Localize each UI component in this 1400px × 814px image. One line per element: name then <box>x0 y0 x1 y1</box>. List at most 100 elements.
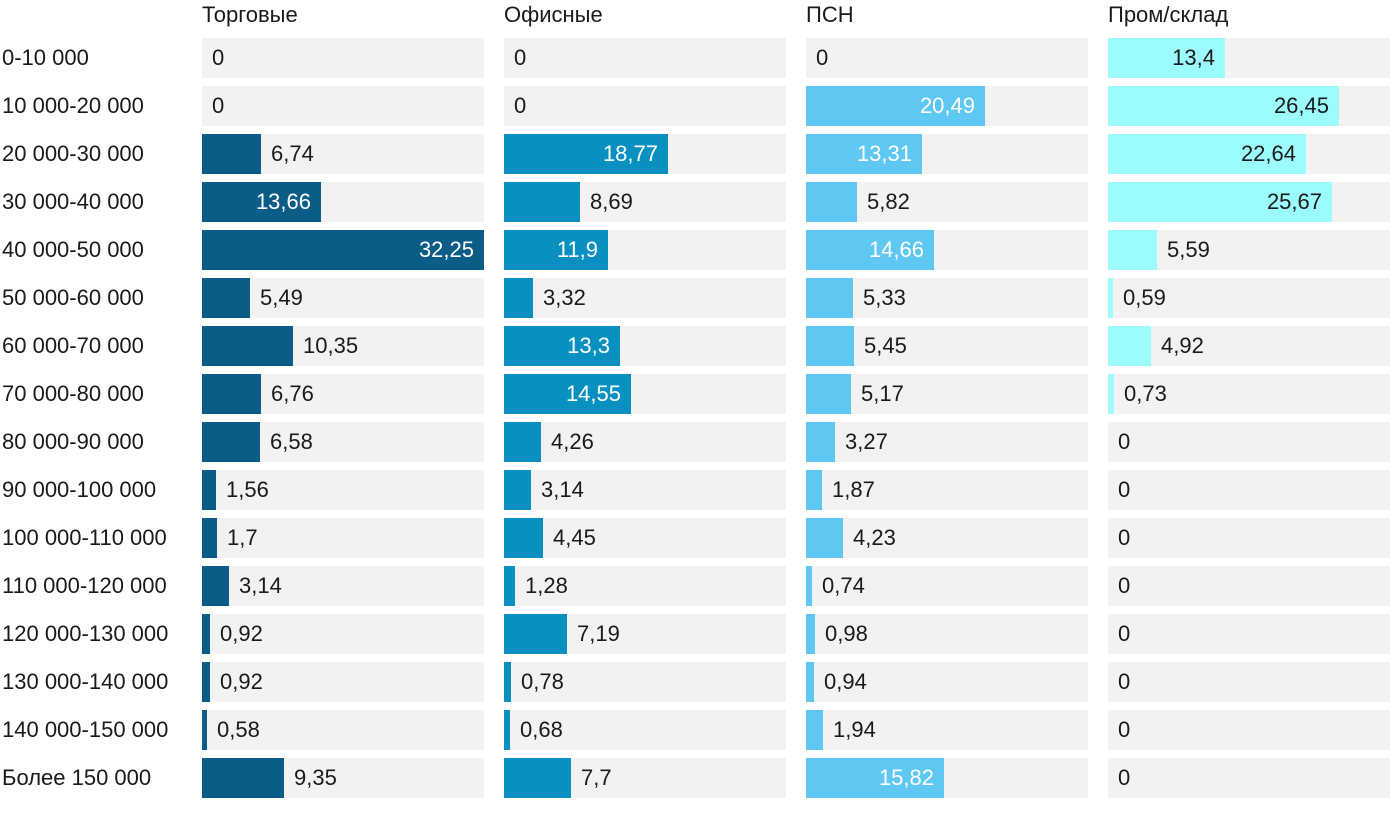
data-label: 3,14 <box>541 477 584 502</box>
bar-track: 8,69 <box>504 182 786 222</box>
bar <box>504 614 567 654</box>
bar-track: 5,49 <box>202 278 484 318</box>
data-label: 0,58 <box>217 717 260 742</box>
bar-track: 3,14 <box>504 470 786 510</box>
bar-track: 26,45 <box>1108 86 1390 126</box>
data-label: 4,45 <box>553 525 596 550</box>
bar-track: 7,7 <box>504 758 786 798</box>
data-label: 26,45 <box>1273 93 1329 118</box>
bar-track: 6,76 <box>202 374 484 414</box>
bar <box>1108 230 1157 270</box>
data-label: 11,9 <box>556 237 598 262</box>
bar <box>202 422 260 462</box>
bar-track: 0,98 <box>806 614 1088 654</box>
bar <box>1108 86 1339 126</box>
bar-track: 11,9 <box>504 230 786 270</box>
category-label: 60 000-70 000 <box>2 333 144 358</box>
category-label: 100 000-110 000 <box>2 525 167 550</box>
bar-track: 0 <box>504 86 786 126</box>
category-label: 110 000-120 000 <box>2 573 167 598</box>
data-label: 0 <box>816 45 829 70</box>
category-label: 90 000-100 000 <box>2 477 157 502</box>
bar-track: 3,14 <box>202 566 484 606</box>
data-label: 0,59 <box>1123 285 1166 310</box>
bar <box>202 134 261 174</box>
bar <box>504 566 515 606</box>
bar-track: 7,19 <box>504 614 786 654</box>
data-label: 5,49 <box>260 285 303 310</box>
bar-track: 1,28 <box>504 566 786 606</box>
data-label: 14,66 <box>868 237 924 262</box>
bar-track: 0 <box>504 38 786 78</box>
bar-track: 0,58 <box>202 710 484 750</box>
bar <box>806 182 857 222</box>
bar-track: 1,94 <box>806 710 1088 750</box>
bar <box>504 518 543 558</box>
data-label: 1,56 <box>226 477 269 502</box>
data-label: 5,82 <box>867 189 910 214</box>
bar <box>202 182 321 222</box>
data-label: 1,28 <box>525 573 568 598</box>
data-label: 0,92 <box>220 621 263 646</box>
bar-track: 14,66 <box>806 230 1088 270</box>
data-label: 4,92 <box>1161 333 1204 358</box>
series-header: Пром/склад <box>1108 2 1229 27</box>
bar-track: 14,55 <box>504 374 786 414</box>
bar-track: 4,26 <box>504 422 786 462</box>
bar <box>1108 374 1114 414</box>
bar-track: 0,73 <box>1108 374 1390 414</box>
data-label: 22,64 <box>1240 141 1296 166</box>
category-label: 120 000-130 000 <box>2 621 169 646</box>
bar-track: 13,66 <box>202 182 484 222</box>
bar-track: 0 <box>1108 662 1390 702</box>
bar <box>202 470 216 510</box>
category-label: 30 000-40 000 <box>2 189 144 214</box>
bar-track: 13,4 <box>1108 38 1390 78</box>
data-label: 0 <box>1118 717 1131 742</box>
category-label: 130 000-140 000 <box>2 669 169 694</box>
bar-track: 0 <box>1108 614 1390 654</box>
category-label: 140 000-150 000 <box>2 717 169 742</box>
bar <box>806 662 814 702</box>
bar-track: 0 <box>1108 422 1390 462</box>
data-label: 0 <box>212 45 225 70</box>
bar <box>806 758 944 798</box>
bar-track: 20,49 <box>806 86 1088 126</box>
data-label: 6,74 <box>271 141 314 166</box>
data-label: 1,87 <box>832 477 875 502</box>
bar-track: 4,23 <box>806 518 1088 558</box>
bar-track: 1,56 <box>202 470 484 510</box>
bar <box>1108 134 1306 174</box>
bar <box>504 758 571 798</box>
bar-track: 10,35 <box>202 326 484 366</box>
data-label: 0,68 <box>520 717 563 742</box>
category-label: Более 150 000 <box>2 765 152 790</box>
data-label: 4,23 <box>853 525 896 550</box>
data-label: 13,4 <box>1172 45 1215 70</box>
bar-track: 0 <box>1108 566 1390 606</box>
bar <box>202 758 284 798</box>
bar-track: 0,94 <box>806 662 1088 702</box>
bar <box>202 230 484 270</box>
bar-track: 0 <box>806 38 1088 78</box>
data-label: 0 <box>1118 477 1131 502</box>
data-label: 0,94 <box>824 669 867 694</box>
bar-track: 18,77 <box>504 134 786 174</box>
bar-track: 0,92 <box>202 662 484 702</box>
bar-track: 0 <box>1108 518 1390 558</box>
data-label: 0 <box>1118 765 1131 790</box>
data-label: 0,74 <box>822 573 865 598</box>
data-label: 32,25 <box>418 237 474 262</box>
bar-track: 13,3 <box>504 326 786 366</box>
bar-track: 3,27 <box>806 422 1088 462</box>
data-label: 1,94 <box>833 717 876 742</box>
data-label: 14,55 <box>565 381 621 406</box>
bar-track: 3,32 <box>504 278 786 318</box>
data-label: 3,14 <box>239 573 282 598</box>
bar-track: 0,92 <box>202 614 484 654</box>
bar <box>1108 38 1225 78</box>
series-header: Торговые <box>202 2 298 27</box>
bar <box>504 278 533 318</box>
bar <box>504 710 510 750</box>
bar-track: 25,67 <box>1108 182 1390 222</box>
